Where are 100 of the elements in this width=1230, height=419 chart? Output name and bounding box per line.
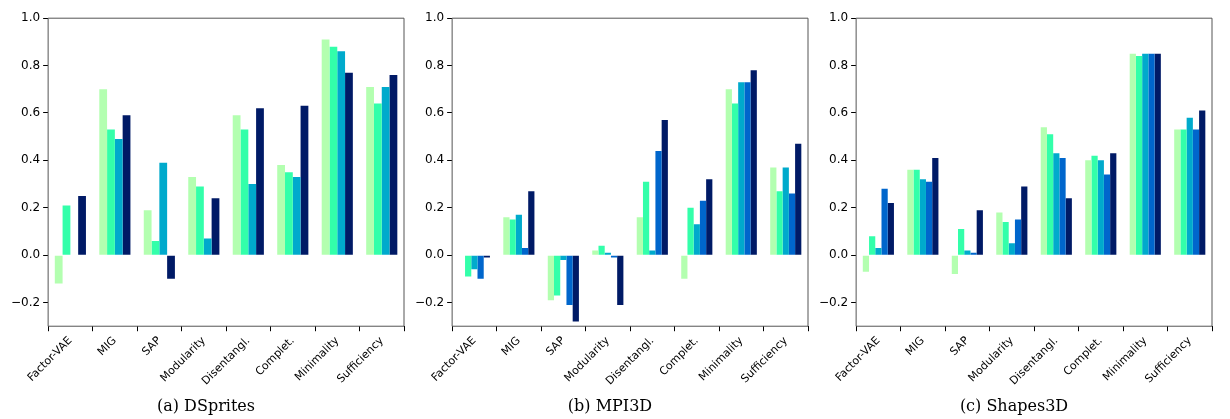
bar: [1174, 129, 1181, 255]
bar: [321, 39, 330, 255]
y-tick-label: −0.2: [415, 294, 445, 309]
bar: [913, 169, 920, 255]
bar: [1053, 153, 1060, 255]
bar: [554, 255, 561, 296]
y-tick-label: 1.0: [21, 10, 41, 25]
bar: [566, 255, 573, 305]
bar: [471, 255, 478, 270]
bar: [528, 191, 535, 255]
bar: [54, 255, 63, 284]
bar: [256, 108, 264, 255]
bar: [681, 255, 688, 279]
bar: [277, 165, 286, 255]
y-tick-label: −0.2: [819, 294, 849, 309]
bar: [951, 255, 958, 275]
bar: [1065, 198, 1072, 255]
bar: [143, 210, 152, 255]
y-tick-label: 0.8: [425, 57, 445, 72]
bar: [99, 89, 108, 255]
bar: [869, 236, 876, 255]
bar: [1059, 158, 1066, 255]
bar: [862, 255, 870, 272]
y-tick-label: 0.4: [425, 152, 445, 167]
bar: [248, 184, 257, 255]
bar: [477, 255, 484, 279]
bar: [1180, 129, 1187, 255]
bar: [1008, 243, 1015, 255]
bar: [598, 245, 605, 255]
bar: [776, 191, 783, 255]
y-tick-label: 0.0: [425, 247, 445, 262]
bar: [240, 129, 249, 255]
bar: [547, 255, 554, 301]
text: (c) Shapes3D: [959, 395, 1069, 415]
bar: [795, 143, 802, 255]
y-tick-label: 0.4: [21, 152, 41, 167]
bar: [151, 240, 160, 255]
bar: [1135, 56, 1143, 255]
y-tick-label: 0.2: [829, 199, 849, 214]
bar: [1142, 53, 1149, 255]
bar: [1154, 53, 1161, 255]
bar: [1046, 134, 1054, 255]
bar: [642, 181, 650, 255]
bar: [107, 129, 115, 255]
y-tick-label: 0.6: [425, 105, 445, 120]
y-tick-label: −0.2: [11, 294, 41, 309]
bar: [964, 250, 971, 255]
bar: [366, 86, 374, 255]
bar: [875, 248, 882, 255]
bar: [788, 193, 796, 255]
text: (b) MPI3D: [567, 395, 653, 415]
bar: [1002, 221, 1009, 255]
bar: [122, 115, 131, 255]
bar: [1091, 155, 1098, 255]
bar: [188, 176, 197, 255]
bar: [976, 210, 983, 255]
bar: [337, 51, 346, 255]
bar: [203, 238, 212, 255]
bar: [1097, 160, 1104, 255]
bar: [881, 188, 888, 255]
bar: [996, 212, 1003, 255]
bar: [292, 176, 301, 255]
bar: [1129, 53, 1136, 255]
bar: [907, 169, 914, 255]
bar: [515, 214, 522, 255]
bar: [750, 70, 757, 255]
bar: [373, 103, 382, 255]
bar: [731, 103, 739, 255]
bar: [919, 179, 926, 255]
y-tick-label: 0.8: [21, 57, 41, 72]
bar: [617, 255, 624, 305]
bar: [521, 248, 529, 255]
bar: [725, 89, 732, 255]
bar: [572, 255, 579, 322]
bar: [738, 82, 745, 255]
bar: [159, 162, 168, 255]
bar: [465, 255, 472, 277]
bar: [560, 255, 567, 260]
bar: [381, 86, 390, 255]
bar: [1186, 117, 1193, 255]
bar: [744, 82, 751, 255]
bar: [389, 75, 398, 255]
bar: [503, 217, 510, 255]
bar: [887, 203, 894, 255]
bar: [285, 172, 293, 255]
y-tick-label: 0.0: [21, 247, 41, 262]
bar: [782, 167, 789, 255]
y-tick-label: 0.0: [829, 247, 849, 262]
bar: [1199, 110, 1206, 255]
bar: [167, 255, 175, 279]
bar: [592, 250, 599, 255]
bar: [770, 167, 777, 255]
y-tick-label: 1.0: [425, 10, 445, 25]
y-tick-label: 0.6: [21, 105, 41, 120]
text: (a) DSprites: [156, 395, 256, 415]
bar: [958, 229, 965, 255]
bar: [693, 224, 700, 255]
bar: [232, 115, 241, 255]
y-tick-label: 0.2: [21, 199, 41, 214]
bar: [661, 120, 668, 255]
